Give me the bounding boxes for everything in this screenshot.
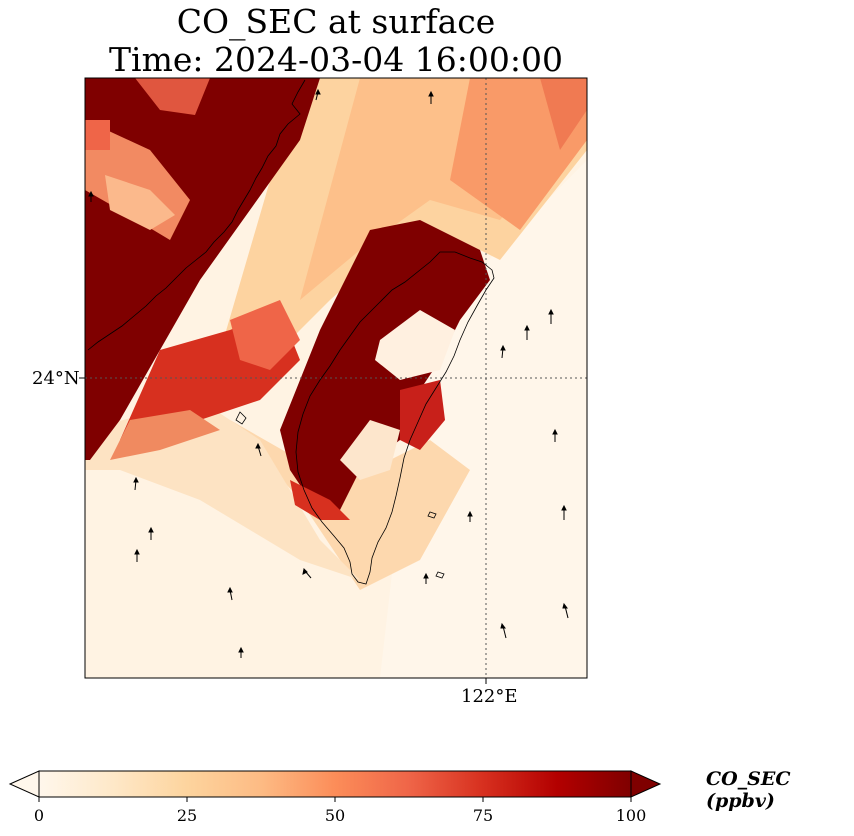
colorbar-tick-25: 25 [176, 806, 198, 825]
taiwan-coastline [295, 251, 495, 585]
colorbar-tick-75: 75 [472, 806, 494, 825]
colorbar-label: CO_SEC (ppbv) [706, 768, 791, 812]
latitude-label: 24°N [32, 368, 80, 389]
colorbar-min-extend [8, 770, 40, 798]
wind-vectors [88, 88, 569, 658]
colorbar [8, 770, 662, 802]
concentration-field [85, 78, 587, 678]
colorbar-ticks [38, 797, 632, 802]
map-panel [79, 77, 588, 684]
colorbar-tick-100: 100 [615, 806, 647, 825]
china-coastline [87, 79, 306, 351]
map-title-time: Time: 2024-03-04 16:00:00 [109, 40, 563, 79]
colorbar-max-extend [630, 770, 662, 798]
map-title-variable: CO_SEC at surface [176, 2, 496, 41]
longitude-label: 122°E [461, 686, 518, 707]
colorbar-tick-50: 50 [324, 806, 346, 825]
colorbar-tick-0: 0 [33, 806, 45, 825]
colorbar-gradient [39, 771, 631, 797]
